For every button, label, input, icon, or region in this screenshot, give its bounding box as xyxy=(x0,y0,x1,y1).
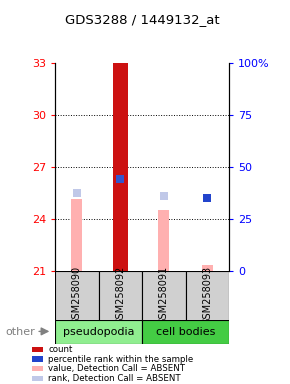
Bar xyxy=(99,271,142,321)
Point xyxy=(205,195,210,201)
Text: GSM258091: GSM258091 xyxy=(159,266,169,325)
Text: GSM258092: GSM258092 xyxy=(115,266,125,325)
Bar xyxy=(32,356,43,362)
Point xyxy=(75,190,79,196)
Bar xyxy=(142,320,229,344)
Bar xyxy=(32,347,43,353)
Point xyxy=(162,194,166,200)
Point xyxy=(118,176,123,182)
Bar xyxy=(158,210,169,271)
Text: pseudopodia: pseudopodia xyxy=(63,327,134,337)
Text: GDS3288 / 1449132_at: GDS3288 / 1449132_at xyxy=(65,13,220,26)
Bar xyxy=(71,199,82,271)
Bar xyxy=(32,376,43,381)
Text: GSM258090: GSM258090 xyxy=(72,266,82,325)
Text: rank, Detection Call = ABSENT: rank, Detection Call = ABSENT xyxy=(48,374,181,383)
Bar xyxy=(113,63,128,271)
Text: count: count xyxy=(48,345,72,354)
Text: GSM258093: GSM258093 xyxy=(202,266,212,325)
Text: other: other xyxy=(6,327,36,337)
Bar xyxy=(202,265,213,271)
Bar xyxy=(32,366,43,371)
Bar xyxy=(186,271,229,321)
Text: value, Detection Call = ABSENT: value, Detection Call = ABSENT xyxy=(48,364,185,373)
Bar xyxy=(142,271,186,321)
Text: cell bodies: cell bodies xyxy=(156,327,215,337)
Bar xyxy=(55,320,142,344)
Text: percentile rank within the sample: percentile rank within the sample xyxy=(48,354,193,364)
Bar xyxy=(55,271,99,321)
